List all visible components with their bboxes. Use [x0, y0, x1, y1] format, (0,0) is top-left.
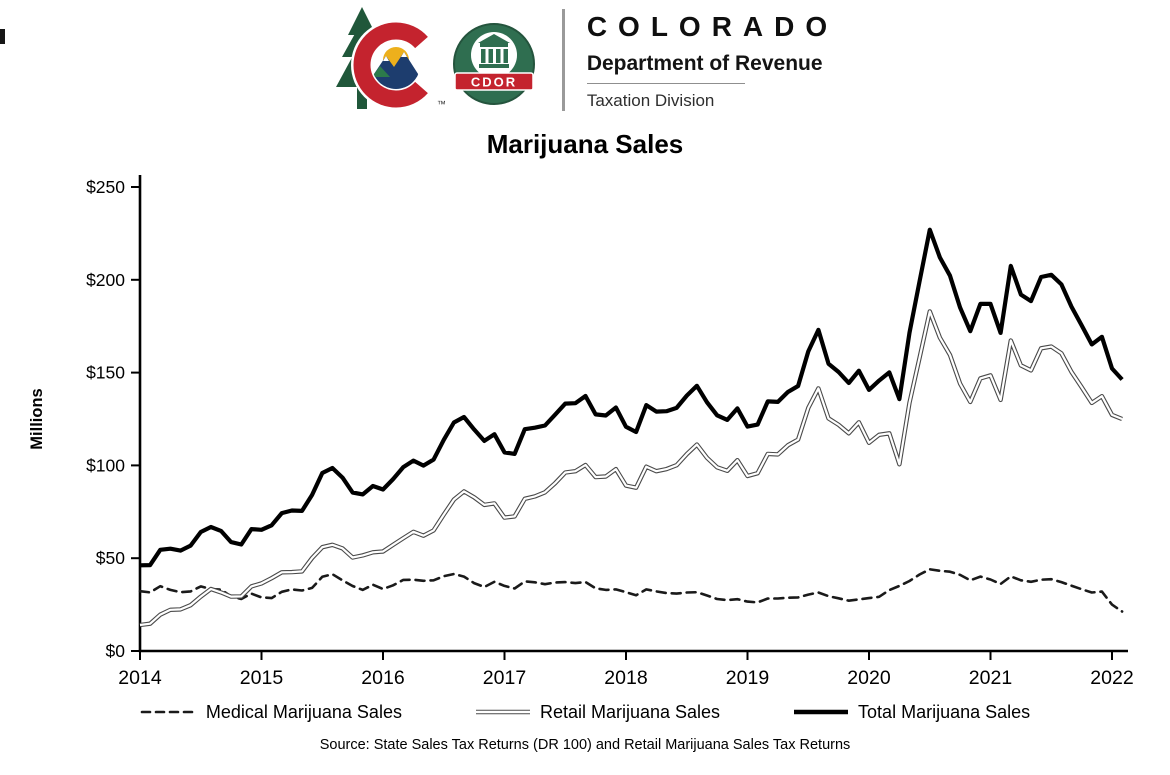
legend-label-retail: Retail Marijuana Sales [539, 701, 721, 722]
line-retail-sales-inner [139, 310, 1123, 627]
brand-name: COLORADO [586, 11, 839, 42]
red-c-icon [353, 22, 439, 108]
medical-dashed-line-swatch [140, 710, 198, 714]
total-thick-line-swatch [794, 709, 849, 715]
chart-title: Marijuana Sales [486, 129, 684, 159]
x-tick-label: 2014 [118, 667, 162, 689]
capitol-building-icon [477, 34, 510, 68]
line-total-sales [139, 227, 1124, 568]
x-tick-label: 2016 [361, 667, 404, 689]
legend-item-retail: Retail Marijuana Sales [474, 702, 720, 723]
x-tick-label: 2017 [483, 667, 526, 689]
cdor-seal-icon: CDOR [452, 23, 535, 105]
screen-artifact [0, 29, 5, 44]
cdor-banner-label: CDOR [471, 75, 517, 90]
y-tick-label: $150 [86, 363, 125, 383]
legend-label-medical: Medical Marijuana Sales [205, 701, 402, 722]
cdor-seal-logo: CDOR [452, 22, 536, 111]
legend-item-total: Total Marijuana Sales [792, 702, 1030, 723]
source-note: Source: State Sales Tax Returns (DR 100)… [319, 737, 851, 753]
colorado-state-logo: ™ [332, 5, 446, 117]
cdor-banner [454, 72, 534, 91]
mountains-icon [371, 52, 420, 89]
department-name: Department of Revenue [586, 52, 823, 75]
y-tick-label: $50 [96, 548, 125, 568]
logo-divider [561, 9, 565, 111]
chart-area: Marijuana Sales $0 $50 $100 $150 $200 $250 201… [0, 129, 1170, 753]
y-tick-label: $0 [106, 641, 126, 661]
brand-text: COLORADO Department of Revenue Taxation … [586, 5, 839, 110]
y-tick-label: $250 [86, 177, 125, 197]
x-tick-label: 2018 [604, 667, 647, 689]
x-tick-label: 2020 [847, 667, 891, 689]
y-axis-title: Millions [28, 388, 46, 449]
legend-label-total: Total Marijuana Sales [858, 701, 1031, 722]
header: ™ CDOR [0, 0, 1170, 121]
trademark-symbol: ™ [436, 99, 446, 109]
line-medical-sales [138, 567, 1124, 613]
colorado-c-icon [335, 7, 441, 110]
division-rule [586, 83, 745, 84]
legend: Medical Marijuana Sales Retail Marijuana… [0, 699, 1170, 725]
x-tick-label: 2021 [969, 667, 1012, 689]
retail-double-line-swatch [475, 709, 530, 715]
legend-item-medical: Medical Marijuana Sales [140, 702, 402, 723]
sales-line-chart: $0 $50 $100 $150 $200 $250 2014 2015 2016 2017 201… [28, 175, 1134, 689]
x-tick-label: 2015 [240, 667, 284, 689]
logo-cluster: ™ CDOR [332, 5, 838, 117]
y-tick-label: $200 [86, 270, 125, 290]
x-tick-label: 2022 [1090, 667, 1133, 689]
x-tick-label: 2019 [726, 667, 769, 689]
y-tick-label: $100 [86, 455, 125, 475]
division-name: Taxation Division [586, 91, 715, 110]
